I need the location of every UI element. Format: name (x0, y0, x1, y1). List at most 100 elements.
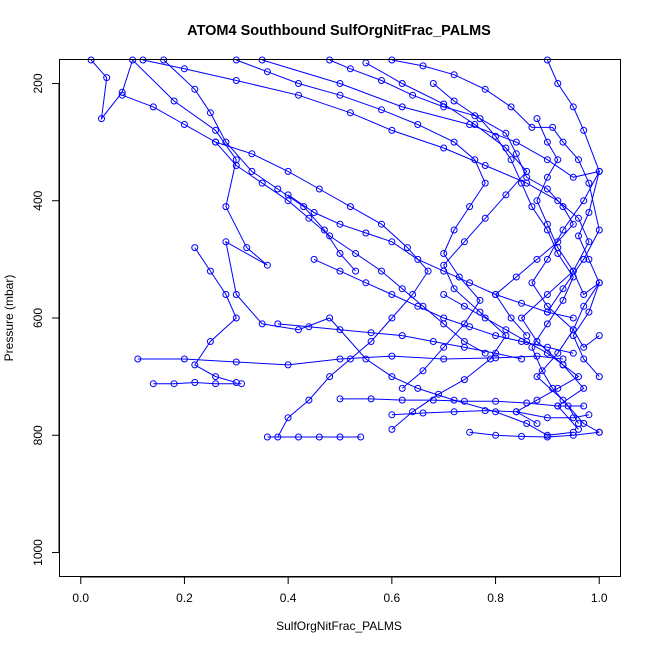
data-point (305, 396, 313, 404)
data-point (543, 291, 551, 298)
series-line (469, 431, 600, 438)
series-line (340, 398, 584, 407)
data-point (476, 115, 484, 123)
series-line (391, 410, 589, 419)
data-point (362, 279, 370, 287)
data-point (403, 244, 411, 252)
data-point (103, 74, 111, 82)
data-point (575, 156, 582, 164)
data-point (543, 343, 551, 351)
series-line (142, 59, 590, 430)
data-point (575, 214, 582, 222)
data-point (378, 106, 385, 114)
data-point (512, 273, 520, 281)
data-point (440, 267, 448, 275)
data-point (450, 226, 458, 234)
series-23 (310, 255, 577, 357)
data-point (492, 354, 500, 362)
series-line (262, 59, 601, 433)
data-point (398, 332, 406, 340)
data-point (336, 91, 344, 99)
data-point (585, 209, 593, 216)
data-point (580, 402, 588, 410)
series-line (194, 247, 237, 383)
series-line (90, 59, 574, 436)
data-point (569, 326, 577, 334)
data-point (518, 432, 525, 440)
data-point (580, 302, 588, 310)
data-point (554, 80, 562, 87)
y-axis: 200 400 600 800 1000 (31, 73, 60, 566)
series-line (153, 381, 242, 385)
data-point (191, 85, 199, 93)
data-point (471, 112, 479, 120)
x-axis-label: SulfOrgNitFrac_PALMS (276, 619, 402, 633)
data-point (305, 214, 313, 222)
data-point (569, 349, 577, 357)
data-point (336, 395, 344, 403)
data-point (450, 71, 458, 79)
data-point (440, 250, 448, 257)
data-point (481, 314, 489, 322)
data-point (554, 197, 562, 205)
data-point (512, 138, 520, 146)
data-point (528, 123, 536, 131)
series-19 (543, 56, 603, 351)
series-3 (258, 56, 603, 436)
data-point (424, 267, 432, 275)
series-24 (160, 56, 360, 275)
data-point (414, 302, 422, 310)
data-point (388, 314, 396, 322)
data-point (554, 349, 562, 357)
data-point (559, 361, 567, 369)
data-point (284, 167, 292, 175)
y-tick-label: 800 (31, 425, 45, 445)
data-point (212, 138, 220, 146)
data-point (170, 97, 178, 105)
data-point (118, 91, 126, 99)
data-point (206, 338, 214, 345)
data-point (460, 376, 468, 384)
data-point (580, 197, 588, 205)
data-point (398, 285, 406, 293)
data-point (440, 144, 448, 152)
y-tick-label: 200 (31, 73, 45, 93)
data-point (440, 103, 448, 111)
data-point (471, 156, 479, 164)
data-point (352, 250, 360, 257)
data-point (357, 433, 365, 441)
data-point (580, 343, 588, 351)
y-axis-label: Pressure (mbar) (2, 275, 16, 362)
x-tick-label: 0.4 (280, 591, 297, 605)
data-point (191, 379, 199, 386)
data-point (263, 433, 271, 441)
data-point (352, 267, 360, 275)
data-point (367, 395, 375, 403)
data-point (543, 138, 551, 146)
data-point (518, 179, 525, 187)
data-point (336, 326, 344, 334)
data-point (460, 343, 468, 351)
data-point (378, 77, 385, 84)
data-point (569, 220, 577, 228)
data-point (388, 126, 396, 134)
data-point (481, 214, 489, 222)
data-point (569, 173, 577, 181)
y-tick-label: 600 (31, 308, 45, 328)
data-point (149, 103, 157, 111)
data-point (543, 156, 551, 164)
data-point (305, 323, 313, 331)
data-point (212, 126, 220, 134)
data-point (533, 255, 541, 263)
series-18 (118, 91, 489, 357)
data-point (222, 291, 230, 298)
data-point (429, 338, 437, 345)
x-tick-label: 1.0 (591, 591, 608, 605)
data-point (543, 320, 551, 328)
data-point (575, 373, 582, 381)
series-line (236, 59, 486, 389)
data-point (559, 296, 567, 304)
data-point (450, 285, 458, 293)
data-point (440, 343, 448, 351)
data-point (326, 232, 334, 240)
